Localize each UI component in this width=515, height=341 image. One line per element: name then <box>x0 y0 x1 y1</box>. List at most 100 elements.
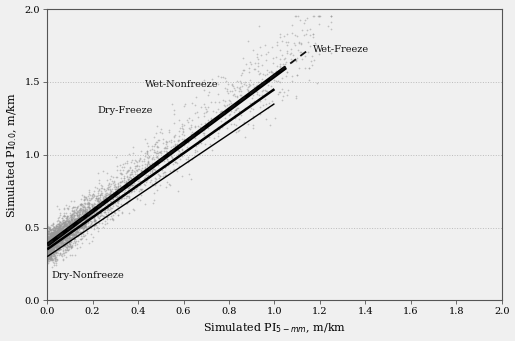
Point <box>81 221 90 226</box>
Point <box>309 34 317 40</box>
Point <box>56 212 64 218</box>
Point <box>50 231 58 237</box>
Point <box>64 234 72 239</box>
Point <box>49 226 58 231</box>
Point <box>58 216 66 221</box>
Point <box>183 157 192 162</box>
Point <box>94 171 102 176</box>
Point <box>47 249 56 254</box>
Point <box>197 140 205 146</box>
Point <box>67 217 76 222</box>
Point <box>53 249 61 255</box>
Point <box>50 238 58 243</box>
Point <box>125 184 133 190</box>
Point <box>107 173 115 179</box>
Point <box>44 258 52 263</box>
Point <box>158 131 166 136</box>
Point <box>219 109 228 115</box>
Point <box>101 213 110 219</box>
Point <box>218 108 226 114</box>
Point <box>65 222 74 228</box>
Point <box>84 204 92 209</box>
Point <box>47 246 56 251</box>
Point <box>73 230 81 235</box>
Point <box>55 242 63 247</box>
Point <box>289 40 298 46</box>
Point <box>44 246 52 251</box>
Point <box>71 217 79 222</box>
Point <box>47 229 55 235</box>
Point <box>67 235 76 240</box>
Point <box>60 243 68 248</box>
Point <box>65 236 73 241</box>
Point <box>254 23 263 29</box>
Point <box>150 167 159 172</box>
Point <box>155 137 163 143</box>
Point <box>45 238 54 243</box>
Point <box>44 238 52 243</box>
Point <box>47 231 56 236</box>
Point <box>46 238 55 243</box>
Point <box>135 166 144 172</box>
Point <box>82 221 91 226</box>
Point <box>63 225 71 230</box>
Point <box>54 217 62 222</box>
Point <box>64 228 73 234</box>
Point <box>168 155 176 160</box>
Point <box>136 172 145 177</box>
Point <box>109 195 117 201</box>
Point <box>56 227 64 232</box>
Point <box>72 217 80 223</box>
Point <box>57 238 65 244</box>
Point <box>85 213 93 218</box>
Point <box>45 240 53 246</box>
Point <box>83 216 91 221</box>
Point <box>80 222 89 227</box>
Point <box>269 70 278 76</box>
Point <box>210 127 218 133</box>
Point <box>53 230 61 236</box>
Point <box>163 145 171 151</box>
Point <box>60 233 68 239</box>
Point <box>70 220 78 225</box>
Point <box>165 138 174 144</box>
Point <box>134 173 142 178</box>
Point <box>295 65 303 71</box>
Point <box>179 127 187 132</box>
Point <box>46 246 54 251</box>
Point <box>49 232 58 238</box>
Point <box>72 228 80 234</box>
Point <box>104 185 112 190</box>
Point <box>117 189 126 194</box>
Point <box>57 233 65 239</box>
Point <box>54 241 62 247</box>
Point <box>66 239 74 245</box>
Point <box>71 218 79 223</box>
Point <box>49 237 58 242</box>
Point <box>283 93 291 98</box>
Point <box>253 83 261 88</box>
Point <box>93 197 101 203</box>
Point <box>47 241 56 246</box>
Point <box>101 203 109 208</box>
Point <box>52 240 60 246</box>
Point <box>255 84 263 90</box>
Point <box>226 111 234 116</box>
Point <box>76 214 84 220</box>
Point <box>66 227 74 233</box>
Point <box>111 181 119 187</box>
Point <box>66 227 74 233</box>
Point <box>77 226 85 231</box>
Point <box>90 208 98 213</box>
Point <box>47 229 56 235</box>
Point <box>58 225 66 231</box>
Point <box>112 194 120 200</box>
Point <box>68 227 76 233</box>
Point <box>59 256 67 262</box>
Point <box>59 234 67 239</box>
Point <box>64 206 72 212</box>
Point <box>65 217 73 222</box>
Point <box>136 149 145 154</box>
Point <box>211 116 219 121</box>
Point <box>53 245 61 250</box>
